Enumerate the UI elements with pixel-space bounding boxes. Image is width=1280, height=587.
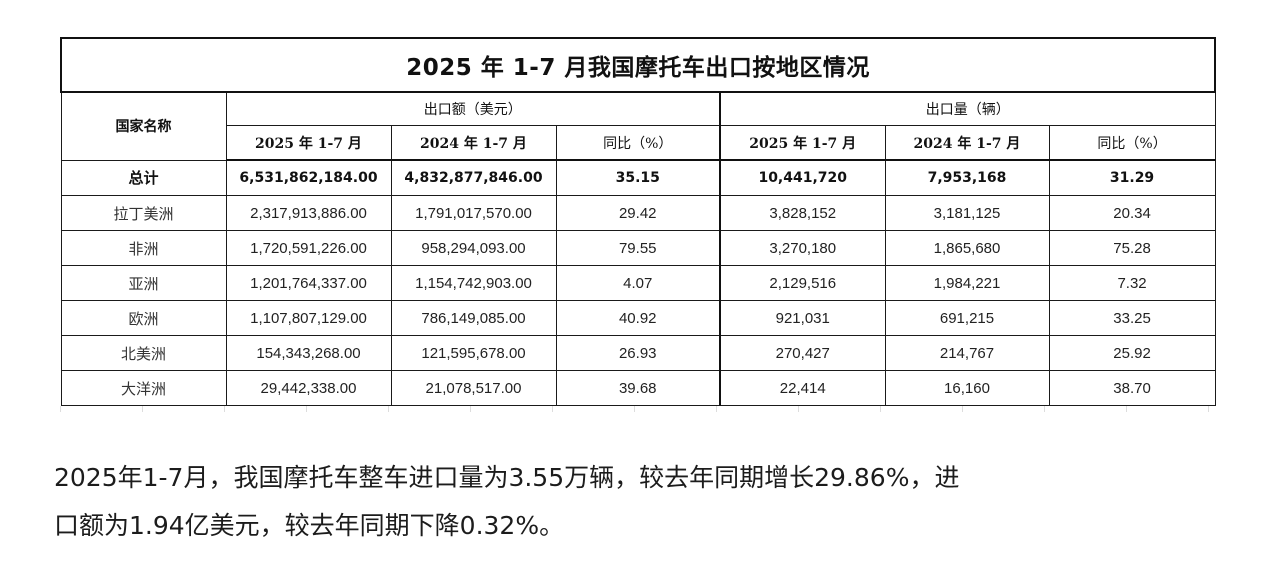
total-row: 总计 6,531,862,184.00 4,832,877,846.00 35.… [60,159,1216,196]
volume-2025-cell: 921,031 [719,300,886,336]
table-row: 北美洲 154,343,268.00 121,595,678.00 26.93 … [60,335,1216,371]
total-volume-yoy: 31.29 [1048,159,1216,196]
import-summary-line-1: 2025年1-7月，我国摩托车整车进口量为3.55万辆，较去年同期增长29.86… [54,463,960,492]
volume-yoy-cell: 20.34 [1048,195,1216,231]
total-amount-2024: 4,832,877,846.00 [390,159,557,196]
export-amount-group-header: 出口额（美元） [225,91,721,126]
region-name: 拉丁美洲 [60,195,227,231]
import-summary-line-2: 口额为1.94亿美元，较去年同期下降0.32%。 [54,511,565,540]
volume-2025-header: 2025 年 1-7 月 [719,125,886,161]
region-name: 亚洲 [60,265,227,301]
volume-yoy-cell: 25.92 [1048,335,1216,371]
table-row: 大洋洲 29,442,338.00 21,078,517.00 39.68 22… [60,370,1216,406]
volume-2025-cell: 270,427 [719,335,886,371]
amount-2024-cell: 786,149,085.00 [390,300,557,336]
region-name: 欧洲 [60,300,227,336]
import-summary-paragraph: 2025年1-7月，我国摩托车整车进口量为3.55万辆，较去年同期增长29.86… [54,454,1234,550]
total-label: 总计 [60,159,227,196]
volume-2024-cell: 16,160 [884,370,1050,406]
amount-yoy-cell: 4.07 [555,265,721,301]
region-name: 大洋洲 [60,370,227,406]
volume-yoy-cell: 75.28 [1048,230,1216,266]
amount-2024-cell: 958,294,093.00 [390,230,557,266]
total-amount-2025: 6,531,862,184.00 [225,159,392,196]
amount-2025-cell: 1,201,764,337.00 [225,265,392,301]
table-row: 拉丁美洲 2,317,913,886.00 1,791,017,570.00 2… [60,195,1216,231]
table-row: 欧洲 1,107,807,129.00 786,149,085.00 40.92… [60,300,1216,336]
volume-yoy-cell: 38.70 [1048,370,1216,406]
total-volume-2025: 10,441,720 [719,159,886,196]
amount-yoy-header: 同比（%） [555,125,721,161]
amount-yoy-cell: 40.92 [555,300,721,336]
volume-2024-cell: 1,984,221 [884,265,1050,301]
amount-2024-cell: 121,595,678.00 [390,335,557,371]
volume-2024-cell: 691,215 [884,300,1050,336]
volume-yoy-cell: 33.25 [1048,300,1216,336]
total-amount-yoy: 35.15 [555,159,721,196]
volume-2025-cell: 22,414 [719,370,886,406]
amount-2025-cell: 1,107,807,129.00 [225,300,392,336]
amount-2025-cell: 2,317,913,886.00 [225,195,392,231]
export-volume-group-header: 出口量（辆） [719,91,1216,126]
amount-yoy-cell: 26.93 [555,335,721,371]
volume-yoy-cell: 7.32 [1048,265,1216,301]
amount-2024-cell: 1,791,017,570.00 [390,195,557,231]
amount-2025-cell: 29,442,338.00 [225,370,392,406]
volume-2024-cell: 1,865,680 [884,230,1050,266]
amount-2025-cell: 1,720,591,226.00 [225,230,392,266]
region-name: 北美洲 [60,335,227,371]
volume-2024-cell: 214,767 [884,335,1050,371]
amount-yoy-cell: 29.42 [555,195,721,231]
volume-2025-cell: 2,129,516 [719,265,886,301]
country-name-header: 国家名称 [60,91,227,161]
table-row: 非洲 1,720,591,226.00 958,294,093.00 79.55… [60,230,1216,266]
amount-2024-cell: 1,154,742,903.00 [390,265,557,301]
amount-2024-header: 2024 年 1-7 月 [390,125,557,161]
amount-2025-cell: 154,343,268.00 [225,335,392,371]
volume-2025-cell: 3,828,152 [719,195,886,231]
volume-2024-cell: 3,181,125 [884,195,1050,231]
volume-2024-header: 2024 年 1-7 月 [884,125,1050,161]
total-volume-2024: 7,953,168 [884,159,1050,196]
table-title: 2025 年 1-7 月我国摩托车出口按地区情况 [59,37,1217,93]
amount-yoy-cell: 39.68 [555,370,721,406]
export-by-region-table: 2025 年 1-7 月我国摩托车出口按地区情况 国家名称 出口额（美元） 出口… [59,37,1217,406]
amount-2025-header: 2025 年 1-7 月 [225,125,392,161]
region-name: 非洲 [60,230,227,266]
table-row: 亚洲 1,201,764,337.00 1,154,742,903.00 4.0… [60,265,1216,301]
volume-yoy-header: 同比（%） [1048,125,1216,161]
amount-yoy-cell: 79.55 [555,230,721,266]
volume-2025-cell: 3,270,180 [719,230,886,266]
amount-2024-cell: 21,078,517.00 [390,370,557,406]
